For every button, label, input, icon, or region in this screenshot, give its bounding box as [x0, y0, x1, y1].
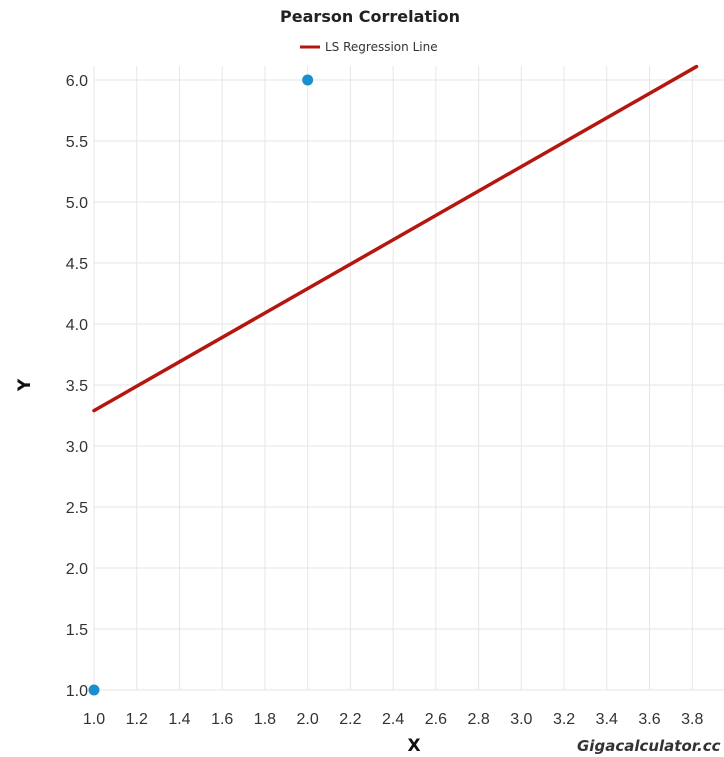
x-tick-label: 2.0: [297, 711, 319, 728]
x-tick-label: 3.8: [681, 711, 703, 728]
x-tick-label: 3.0: [510, 711, 532, 728]
y-tick-label: 1.5: [66, 622, 88, 639]
legend-label: LS Regression Line: [325, 40, 438, 54]
y-axis: 1.0 1.5 2.0 2.5 3.0 3.5 4.0 4.5 5.0 5.5 6.0: [66, 73, 88, 700]
y-tick-label: 4.0: [66, 317, 88, 334]
points-layer: [88, 74, 314, 696]
x-tick-label: 3.4: [596, 711, 618, 728]
x-tick-label: 1.8: [254, 711, 276, 728]
x-tick-label: 2.8: [467, 711, 489, 728]
y-tick-label: 5.5: [66, 134, 88, 151]
y-tick-label: 3.0: [66, 439, 88, 456]
x-axis: 1.0 1.2 1.4 1.6 1.8 2.0 2.2 2.4 2.6 2.8 3.0 3.2 3.4 3…: [83, 711, 704, 728]
grid: [93, 66, 724, 691]
regression-layer: [92, 64, 699, 413]
x-tick-label: 1.6: [211, 711, 233, 728]
y-tick-label: 6.0: [66, 73, 88, 90]
x-tick-label: 1.0: [83, 711, 105, 728]
y-tick-label: 5.0: [66, 195, 88, 212]
y-axis-title: Y: [15, 378, 35, 392]
y-tick-label: 4.5: [66, 256, 88, 273]
x-tick-label: 2.4: [382, 711, 404, 728]
legend[interactable]: LS Regression Line: [300, 40, 438, 54]
y-tick-label: 1.0: [66, 683, 88, 700]
x-axis-title: X: [407, 736, 420, 756]
credit-label[interactable]: Gigacalculator.cc: [577, 737, 721, 755]
x-tick-label: 1.2: [126, 711, 148, 728]
x-tick-label: 3.6: [638, 711, 660, 728]
y-tick-label: 3.5: [66, 378, 88, 395]
x-tick-label: 3.2: [553, 711, 575, 728]
y-tick-label: 2.0: [66, 561, 88, 578]
data-point: [88, 684, 100, 696]
data-point: [302, 74, 314, 86]
y-tick-label: 2.5: [66, 500, 88, 517]
x-tick-label: 1.4: [168, 711, 190, 728]
x-tick-label: 2.2: [339, 711, 361, 728]
chart-title: Pearson Correlation: [280, 7, 460, 26]
regression-line: [92, 64, 699, 413]
x-tick-label: 2.6: [425, 711, 447, 728]
